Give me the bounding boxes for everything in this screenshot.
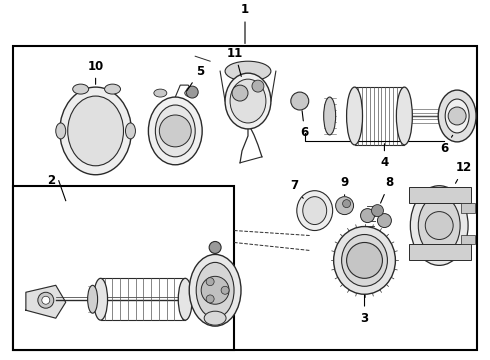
- Ellipse shape: [154, 89, 167, 97]
- Ellipse shape: [178, 278, 192, 320]
- Circle shape: [448, 107, 466, 125]
- Circle shape: [252, 80, 264, 92]
- Ellipse shape: [418, 196, 460, 256]
- Ellipse shape: [410, 186, 468, 265]
- Ellipse shape: [204, 311, 226, 325]
- Ellipse shape: [303, 197, 327, 225]
- Bar: [409, 244, 471, 260]
- Ellipse shape: [196, 262, 234, 318]
- Bar: [13, 46, 477, 350]
- Text: 9: 9: [341, 176, 349, 196]
- Circle shape: [336, 197, 354, 215]
- Ellipse shape: [60, 87, 131, 175]
- Text: 5: 5: [187, 65, 204, 91]
- Ellipse shape: [68, 96, 123, 166]
- Circle shape: [42, 296, 50, 304]
- Ellipse shape: [189, 255, 241, 326]
- Circle shape: [38, 292, 54, 308]
- Ellipse shape: [324, 97, 336, 135]
- Ellipse shape: [185, 89, 197, 97]
- Ellipse shape: [346, 87, 363, 145]
- Circle shape: [291, 92, 309, 110]
- Circle shape: [346, 243, 382, 278]
- Circle shape: [201, 276, 229, 304]
- Circle shape: [221, 286, 229, 294]
- Ellipse shape: [73, 84, 89, 94]
- Ellipse shape: [342, 234, 388, 286]
- Text: 7: 7: [291, 179, 303, 198]
- Circle shape: [206, 278, 214, 285]
- Bar: [13, 186, 234, 350]
- Ellipse shape: [88, 285, 98, 313]
- Ellipse shape: [104, 84, 121, 94]
- Text: 8: 8: [381, 176, 393, 203]
- Text: 4: 4: [380, 144, 389, 169]
- Bar: [409, 187, 471, 203]
- Text: 10: 10: [88, 60, 104, 84]
- Circle shape: [159, 115, 191, 147]
- Circle shape: [425, 212, 453, 239]
- Ellipse shape: [225, 61, 271, 81]
- Ellipse shape: [94, 278, 108, 320]
- Text: 1: 1: [241, 3, 249, 44]
- Ellipse shape: [438, 90, 476, 142]
- Ellipse shape: [445, 99, 469, 133]
- Circle shape: [361, 208, 374, 222]
- Circle shape: [206, 295, 214, 303]
- Circle shape: [209, 242, 221, 253]
- Bar: [461, 234, 475, 244]
- Text: 12: 12: [456, 161, 472, 183]
- Text: 6: 6: [440, 135, 453, 156]
- Circle shape: [377, 213, 392, 228]
- Circle shape: [186, 86, 198, 98]
- Text: 6: 6: [301, 111, 309, 139]
- Ellipse shape: [396, 87, 412, 145]
- Text: 3: 3: [361, 295, 368, 325]
- Ellipse shape: [297, 191, 333, 230]
- Circle shape: [371, 204, 384, 217]
- Ellipse shape: [225, 73, 271, 129]
- Ellipse shape: [155, 105, 195, 157]
- Ellipse shape: [56, 123, 66, 139]
- Text: 2: 2: [47, 174, 55, 187]
- Circle shape: [232, 85, 248, 101]
- Circle shape: [343, 200, 350, 208]
- Bar: [461, 203, 475, 213]
- Ellipse shape: [334, 226, 395, 294]
- Ellipse shape: [125, 123, 135, 139]
- Text: 11: 11: [227, 47, 243, 76]
- Ellipse shape: [230, 79, 266, 123]
- Polygon shape: [26, 285, 66, 318]
- Ellipse shape: [148, 97, 202, 165]
